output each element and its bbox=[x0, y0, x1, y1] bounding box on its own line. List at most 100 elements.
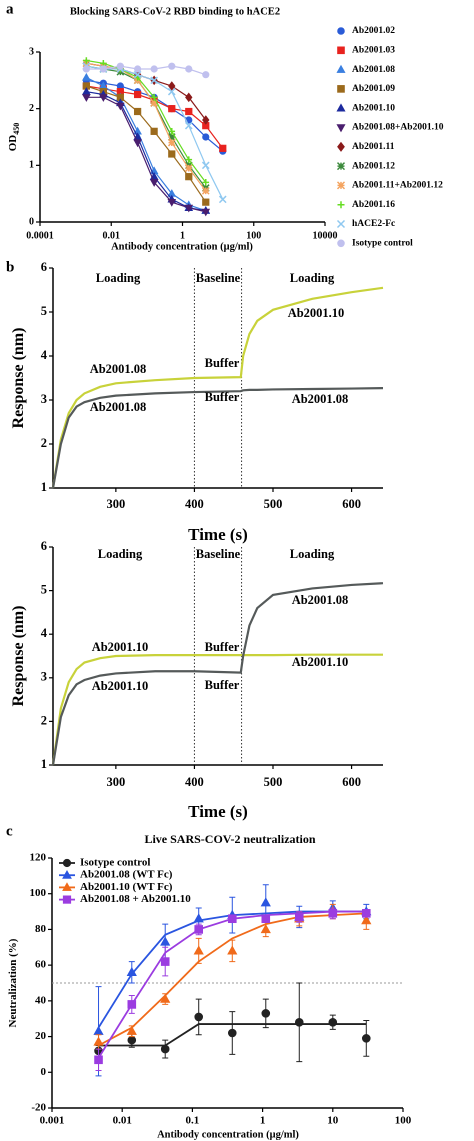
marker bbox=[82, 94, 91, 102]
marker bbox=[168, 150, 176, 158]
marker bbox=[185, 65, 193, 73]
marker bbox=[185, 107, 193, 116]
marker bbox=[150, 99, 158, 107]
panel-label: c bbox=[6, 823, 13, 839]
y-tick-label: 5 bbox=[41, 582, 47, 596]
marker bbox=[227, 1028, 237, 1038]
marker bbox=[168, 62, 176, 70]
marker bbox=[202, 133, 210, 141]
x-tick-label: 0.01 bbox=[113, 1115, 132, 1127]
series-line bbox=[51, 286, 384, 489]
marker bbox=[134, 107, 142, 116]
marker bbox=[361, 1034, 371, 1043]
annotation: Baseline bbox=[196, 271, 241, 285]
marker bbox=[160, 993, 171, 1003]
x-axis-label: Antibody concentration (μg/ml) bbox=[111, 241, 253, 252]
marker bbox=[218, 195, 227, 204]
y-tick-label: 1 bbox=[29, 160, 34, 171]
marker bbox=[160, 1044, 170, 1054]
legend-marker bbox=[336, 103, 346, 112]
y-tick-label: 3 bbox=[29, 46, 34, 57]
series-line bbox=[51, 387, 384, 489]
series-line bbox=[86, 59, 207, 183]
marker bbox=[202, 179, 210, 186]
chart-title: Blocking SARS-CoV-2 RBD binding to hACE2 bbox=[70, 6, 280, 17]
x-tick-label: 0.01 bbox=[103, 230, 121, 241]
y-tick-label: 0 bbox=[29, 216, 34, 227]
x-axis-label: Time (s) bbox=[188, 525, 248, 544]
legend-marker bbox=[62, 858, 72, 868]
annotation: Ab2001.10 bbox=[92, 679, 149, 693]
legend-label: Ab2001.08 + Ab2001.10 bbox=[80, 893, 191, 905]
marker bbox=[82, 65, 90, 73]
legend-marker bbox=[62, 882, 72, 891]
legend-label: Ab2001.10 (WT Fc) bbox=[80, 881, 173, 893]
y-axis-label: Response (nm) bbox=[10, 606, 27, 707]
series-line bbox=[51, 653, 383, 766]
marker bbox=[82, 72, 91, 81]
y-tick-label: 2 bbox=[41, 436, 47, 450]
y-tick-label: 120 bbox=[30, 852, 47, 864]
annotation: Loading bbox=[98, 547, 143, 561]
marker bbox=[261, 914, 271, 924]
marker bbox=[94, 1055, 103, 1065]
series-line bbox=[51, 582, 384, 766]
marker bbox=[219, 144, 227, 152]
x-tick-label: 500 bbox=[264, 775, 283, 789]
y-axis-label: Response (nm) bbox=[10, 328, 27, 429]
legend-label: Ab2001.12 bbox=[352, 161, 395, 171]
marker bbox=[294, 912, 304, 922]
legend-label: hACE2-Fc bbox=[352, 219, 395, 229]
y-tick-label: 1 bbox=[41, 480, 47, 494]
y-tick-label: 4 bbox=[41, 348, 48, 362]
chart-title: Live SARS-COV-2 neutralization bbox=[144, 832, 315, 846]
marker bbox=[201, 161, 210, 170]
marker bbox=[227, 945, 238, 955]
x-tick-label: 500 bbox=[264, 497, 283, 511]
annotation: Ab2001.10 bbox=[292, 655, 349, 669]
legend-marker bbox=[336, 219, 346, 229]
series-line bbox=[86, 85, 207, 203]
y-tick-label: 0 bbox=[41, 1066, 47, 1078]
marker bbox=[126, 1025, 137, 1035]
marker bbox=[134, 90, 142, 99]
marker bbox=[184, 121, 193, 130]
annotation: Ab2001.08 bbox=[90, 400, 147, 414]
marker bbox=[328, 909, 338, 918]
marker bbox=[168, 81, 176, 91]
annotation: Ab2001.08 bbox=[90, 362, 147, 376]
marker bbox=[116, 102, 125, 111]
legend-marker bbox=[336, 64, 346, 73]
marker bbox=[260, 897, 271, 907]
marker bbox=[184, 204, 194, 213]
marker bbox=[201, 187, 210, 195]
marker bbox=[133, 139, 142, 148]
marker bbox=[126, 966, 137, 976]
marker bbox=[167, 138, 176, 147]
marker bbox=[149, 179, 159, 187]
marker bbox=[328, 1017, 338, 1027]
legend-label: Ab2001.08 (WT Fc) bbox=[80, 869, 173, 881]
x-tick-label: 0.001 bbox=[40, 1115, 65, 1127]
panel-label: a bbox=[6, 1, 14, 17]
annotation: Ab2001.08 bbox=[292, 392, 349, 406]
y-tick-label: 6 bbox=[41, 260, 47, 274]
annotation: Loading bbox=[290, 547, 335, 561]
marker bbox=[202, 115, 210, 125]
marker bbox=[168, 105, 176, 113]
marker bbox=[99, 65, 107, 73]
marker bbox=[167, 199, 177, 207]
y-axis-label-text: OD bbox=[7, 135, 19, 152]
marker bbox=[99, 94, 108, 102]
marker bbox=[294, 1017, 304, 1027]
x-tick-label: 0.0001 bbox=[26, 230, 54, 241]
marker bbox=[361, 915, 372, 925]
legend-marker bbox=[62, 870, 72, 879]
y-tick-label: 80 bbox=[35, 923, 47, 935]
marker bbox=[193, 913, 204, 923]
y-tick-label: 100 bbox=[30, 887, 47, 899]
legend-label: Isotype control bbox=[352, 238, 413, 248]
legend-marker bbox=[337, 85, 345, 93]
marker bbox=[227, 914, 237, 924]
x-tick-label: 100 bbox=[395, 1115, 412, 1127]
